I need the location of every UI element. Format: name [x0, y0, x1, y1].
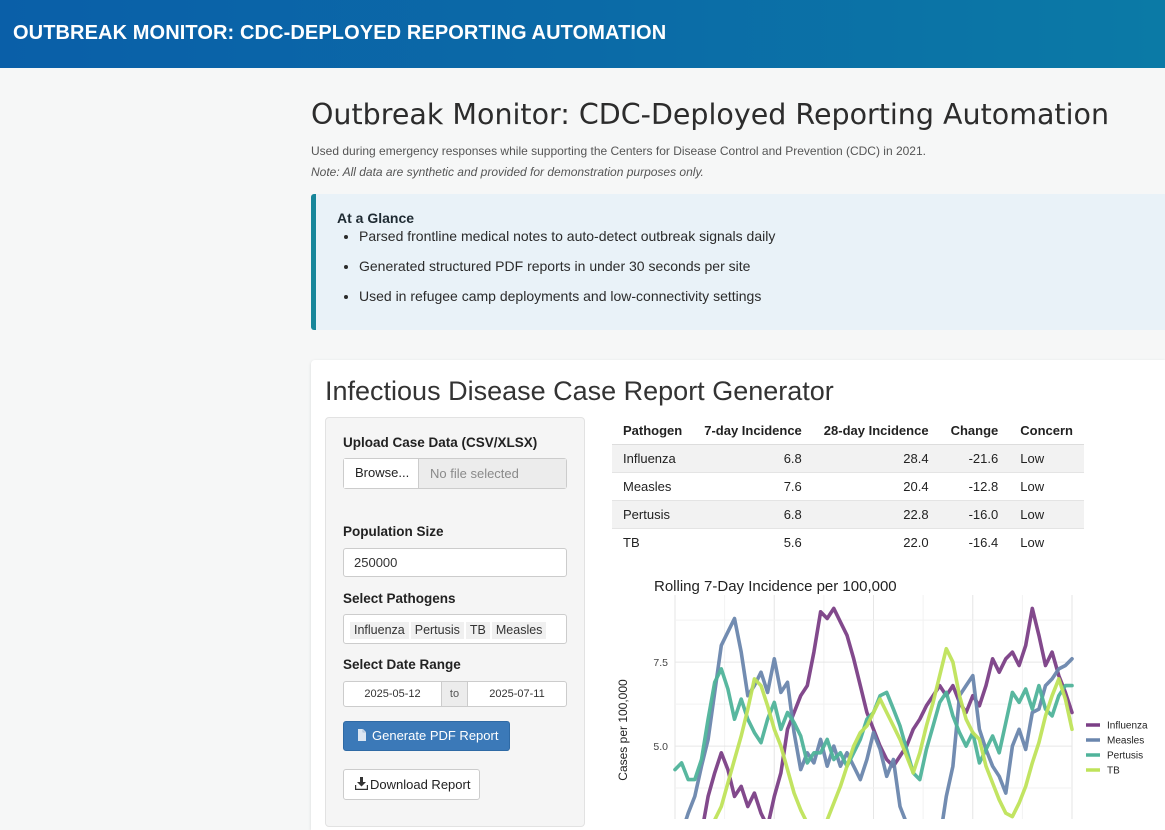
pathogen-tag[interactable]: Pertusis [410, 622, 464, 639]
date-range-label: Select Date Range [343, 657, 461, 672]
column-header: Pathogen [612, 417, 694, 445]
table-cell: 22.8 [812, 499, 940, 528]
y-tick-label: 5.0 [653, 741, 668, 753]
incidence-line-chart: Rolling 7-Day Incidence per 100,000 2.55… [616, 578, 1148, 819]
file-icon [357, 723, 367, 751]
top-header-bar: OUTBREAK MONITOR: CDC-DEPLOYED REPORTING… [0, 0, 1165, 68]
table-cell: TB [612, 527, 694, 556]
table-cell: Low [1009, 499, 1084, 528]
input-panel: Upload Case Data (CSV/XLSX) Browse... No… [325, 417, 585, 827]
table-row: Influenza 6.8 28.4 -21.6 Low [612, 443, 1084, 472]
generate-report-label: Generate PDF Report [372, 728, 499, 743]
table-cell: 20.4 [812, 471, 940, 500]
table-cell: -16.0 [939, 499, 1010, 528]
pathogen-tag[interactable]: Influenza [350, 622, 409, 639]
legend-label-pertusis: Pertusis [1107, 751, 1143, 762]
column-header: 7-day Incidence [693, 417, 813, 445]
page-title: Outbreak Monitor: CDC-Deployed Reporting… [311, 98, 1110, 131]
download-report-label: Download Report [370, 777, 471, 792]
pathogens-select[interactable]: Influenza Pertusis TB Measles [343, 614, 567, 644]
table-cell: -21.6 [939, 443, 1010, 472]
y-tick-label: 7.5 [653, 657, 668, 669]
table-cell: Influenza [612, 443, 694, 472]
page-subtitle: Used during emergency responses while su… [311, 144, 926, 158]
legend-label-influenza: Influenza [1107, 721, 1148, 732]
table-header-row: Pathogen 7-day Incidence 28-day Incidenc… [612, 417, 1084, 445]
upload-label: Upload Case Data (CSV/XLSX) [343, 435, 538, 450]
series-line-measles [684, 616, 1074, 819]
app-title: OUTBREAK MONITOR: CDC-DEPLOYED REPORTING… [13, 22, 667, 44]
at-a-glance-callout: At a Glance Parsed frontline medical not… [311, 194, 1165, 330]
y-axis-label: Cases per 100,000 [616, 679, 630, 781]
file-name-display: No file selected [419, 459, 566, 488]
table-cell: 5.6 [693, 527, 813, 556]
chart-title: Rolling 7-Day Incidence per 100,000 [654, 578, 897, 595]
download-icon [354, 771, 369, 800]
start-date-input[interactable]: 2025-05-12 [364, 688, 421, 700]
generate-report-button[interactable]: Generate PDF Report [343, 721, 510, 751]
table-cell: 22.0 [812, 527, 940, 556]
download-report-button[interactable]: Download Report [343, 769, 480, 800]
table-cell: 6.8 [693, 443, 813, 472]
end-date-input[interactable]: 2025-07-11 [489, 688, 545, 700]
column-header: Change [939, 417, 1010, 445]
table-row: Measles 7.6 20.4 -12.8 Low [612, 471, 1084, 500]
pathogen-tag[interactable]: Measles [491, 622, 547, 639]
page-note: Note: All data are synthetic and provide… [311, 165, 704, 179]
incidence-table: Pathogen 7-day Incidence 28-day Incidenc… [612, 417, 1084, 556]
table-cell: Pertusis [612, 499, 694, 528]
pathogen-tag[interactable]: TB [465, 622, 490, 639]
table-cell: Low [1009, 471, 1084, 500]
population-input[interactable]: 250000 [343, 548, 567, 577]
legend-label-measles: Measles [1107, 736, 1144, 747]
table-cell: Low [1009, 443, 1084, 472]
series-line-tb [713, 646, 1074, 819]
report-generator-card: Infectious Disease Case Report Generator… [311, 360, 1165, 830]
date-range-input: 2025-05-12 to 2025-07-11 [343, 681, 567, 707]
table-cell: -12.8 [939, 471, 1010, 500]
file-upload[interactable]: Browse... No file selected [343, 458, 567, 489]
legend-label-tb: TB [1107, 766, 1120, 777]
column-header: Concern [1009, 417, 1084, 445]
chart-legend: Influenza Measles Pertusis TB [1086, 721, 1148, 777]
glance-list: Parsed frontline medical notes to auto-d… [337, 228, 775, 318]
date-separator: to [441, 682, 468, 706]
pathogens-label: Select Pathogens [343, 591, 456, 606]
table-cell: 6.8 [693, 499, 813, 528]
glance-title: At a Glance [337, 210, 415, 226]
table-row: Pertusis 6.8 22.8 -16.0 Low [612, 499, 1084, 528]
card-title: Infectious Disease Case Report Generator [325, 376, 834, 406]
table-cell: Measles [612, 471, 694, 500]
population-label: Population Size [343, 524, 444, 539]
browse-button[interactable]: Browse... [344, 459, 419, 488]
series-line-influenza [702, 606, 1074, 819]
chart-lines [673, 606, 1074, 819]
glance-item: Parsed frontline medical notes to auto-d… [359, 228, 775, 258]
table-cell: -16.4 [939, 527, 1010, 556]
glance-item: Generated structured PDF reports in unde… [359, 258, 775, 288]
table-cell: Low [1009, 527, 1084, 556]
table-cell: 7.6 [693, 471, 813, 500]
column-header: 28-day Incidence [812, 417, 940, 445]
table-row: TB 5.6 22.0 -16.4 Low [612, 527, 1084, 556]
table-cell: 28.4 [812, 443, 940, 472]
glance-item: Used in refugee camp deployments and low… [359, 288, 775, 318]
